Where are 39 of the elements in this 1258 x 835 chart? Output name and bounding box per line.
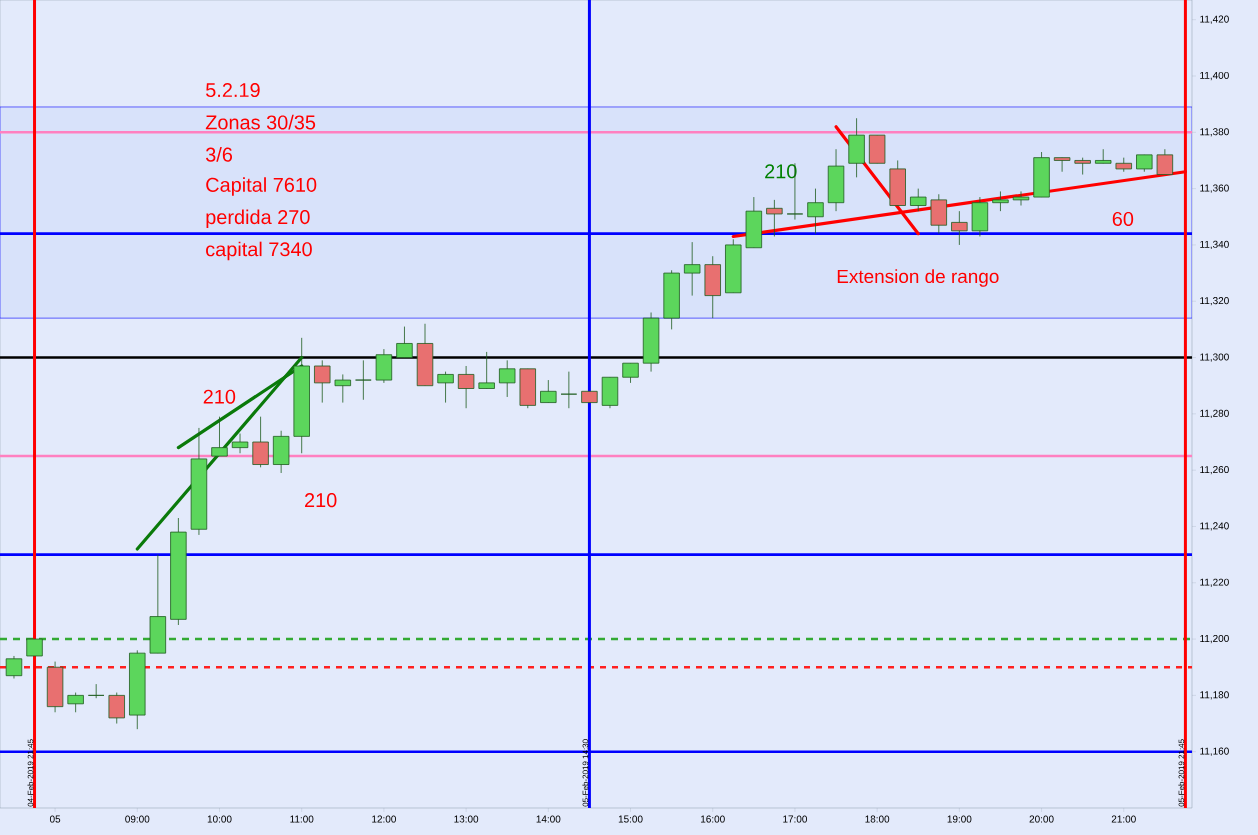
x-tick-label: 12:00 — [372, 815, 396, 823]
annotation: perdida 270 — [206, 209, 310, 229]
x-tick-label: 11:00 — [290, 815, 314, 823]
annotation: 5.2.19 — [206, 82, 260, 98]
annotation: 60 — [1112, 211, 1134, 226]
y-tick-label: 11,300 — [1200, 353, 1229, 362]
y-tick-label: 11,340 — [1200, 240, 1229, 250]
y-tick-label: 11,240 — [1200, 522, 1229, 531]
annotation: 210 — [203, 389, 236, 404]
annotation: Capital 7610 — [206, 177, 317, 196]
x-tick-label: 14:00 — [536, 815, 561, 823]
y-tick-label: 11,280 — [1200, 409, 1229, 418]
annotation: 210 — [305, 493, 337, 508]
x-tick-label: 19:00 — [947, 815, 972, 823]
x-tick-label: 15:00 — [618, 815, 643, 823]
x-tick-label: 21:00 — [1111, 815, 1136, 823]
x-tick-label: 16:00 — [701, 815, 725, 823]
y-tick-label: 11,200 — [1200, 634, 1229, 644]
y-tick-label: 11,160 — [1200, 747, 1229, 756]
annotation: capital 7340 — [206, 241, 312, 261]
x-tick-label: 18:00 — [865, 815, 890, 823]
y-tick-label: 11,400 — [1200, 71, 1229, 81]
x-tick-label: 10:00 — [207, 815, 232, 823]
x-tick-label: 09:00 — [125, 815, 150, 823]
x-tick-label: 13:00 — [454, 815, 479, 823]
y-tick-label: 11,380 — [1200, 128, 1229, 137]
y-tick-label: 11,220 — [1200, 578, 1229, 587]
y-tick-label: 11,360 — [1200, 184, 1229, 193]
x-tick-label: 17:00 — [783, 815, 808, 823]
x-tick-label: 20:00 — [1029, 815, 1054, 823]
annotation: 3/6 — [205, 147, 233, 162]
band-label: Extension de rango — [837, 269, 999, 287]
x-tick-label: 05 — [49, 815, 61, 823]
y-tick-label: 11,180 — [1200, 691, 1229, 700]
annotation: Zonas 30/35 — [205, 114, 316, 130]
y-tick-label: 11,260 — [1200, 466, 1229, 475]
y-tick-label: 11,420 — [1200, 15, 1229, 24]
annotation: 210 — [765, 164, 797, 179]
y-tick-label: 11,320 — [1200, 297, 1229, 306]
